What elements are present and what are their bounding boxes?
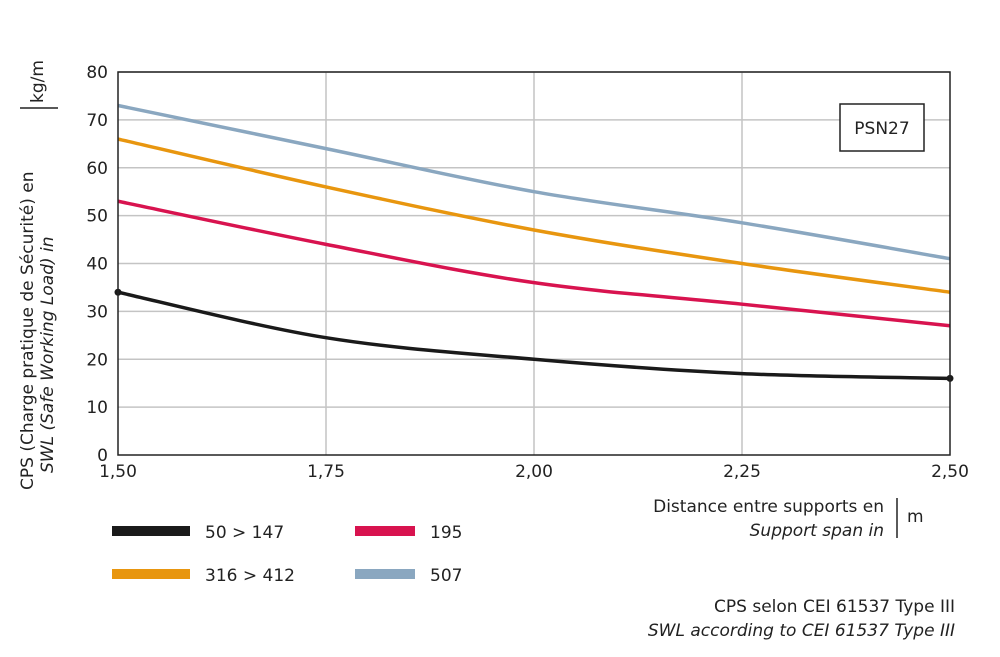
y-tick-label: 0 <box>97 446 108 466</box>
axes: 0 10 20 30 40 50 60 70 80 1,50 1,75 2,00 2,25 2,50 <box>86 63 969 482</box>
plot-frame <box>117 71 951 456</box>
y-label-line1: CPS (Charge pratique de Sécurité) en <box>18 171 38 490</box>
legend-label: 195 <box>430 523 462 543</box>
y-tick-label: 10 <box>86 398 108 418</box>
y-tick-label: 70 <box>86 111 108 131</box>
x-label-line1: Distance entre supports en <box>653 497 884 517</box>
x-tick-label: 2,50 <box>931 462 969 482</box>
series-line-3 <box>117 103 951 261</box>
x-tick-label: 1,50 <box>99 462 137 482</box>
y-tick-label: 60 <box>86 159 108 179</box>
footnote-line1: CPS selon CEI 61537 Type III <box>714 597 955 617</box>
x-tick-label: 2,25 <box>723 462 761 482</box>
annotation-text: PSN27 <box>854 119 909 139</box>
series-line-1 <box>117 199 951 328</box>
legend-swatch <box>112 526 190 536</box>
x-unit: m <box>907 507 924 527</box>
x-label-line2: Support span in <box>750 521 884 541</box>
grid <box>118 71 950 455</box>
y-tick-label: 40 <box>86 255 108 275</box>
x-tick-label: 1,75 <box>307 462 345 482</box>
y-axis-label: CPS (Charge pratique de Sécurité) en SWL… <box>18 60 58 490</box>
footnote-line2: SWL according to CEI 61537 Type III <box>648 621 955 641</box>
legend-swatch <box>355 526 415 536</box>
x-axis-label: Distance entre supports en Support span … <box>653 497 923 541</box>
y-label-line2: SWL (Safe Working Load) in <box>38 236 58 473</box>
legend-label: 316 > 412 <box>205 566 295 586</box>
legend: 50 > 147 195 316 > 412 507 <box>112 523 462 586</box>
legend-label: 507 <box>430 566 462 586</box>
legend-swatch <box>112 569 190 579</box>
footnote: CPS selon CEI 61537 Type III SWL accordi… <box>648 597 955 641</box>
legend-swatch <box>355 569 415 579</box>
series-lines <box>114 103 954 382</box>
y-tick-label: 80 <box>86 63 108 83</box>
y-tick-label: 20 <box>86 350 108 370</box>
series-line-2 <box>117 137 951 294</box>
series-line-0 <box>117 290 951 381</box>
y-unit: kg/m <box>28 60 48 103</box>
legend-label: 50 > 147 <box>205 523 284 543</box>
y-tick-label: 50 <box>86 207 108 227</box>
annotation-box: PSN27 <box>839 103 925 152</box>
x-tick-label: 2,00 <box>515 462 553 482</box>
y-tick-label: 30 <box>86 302 108 322</box>
